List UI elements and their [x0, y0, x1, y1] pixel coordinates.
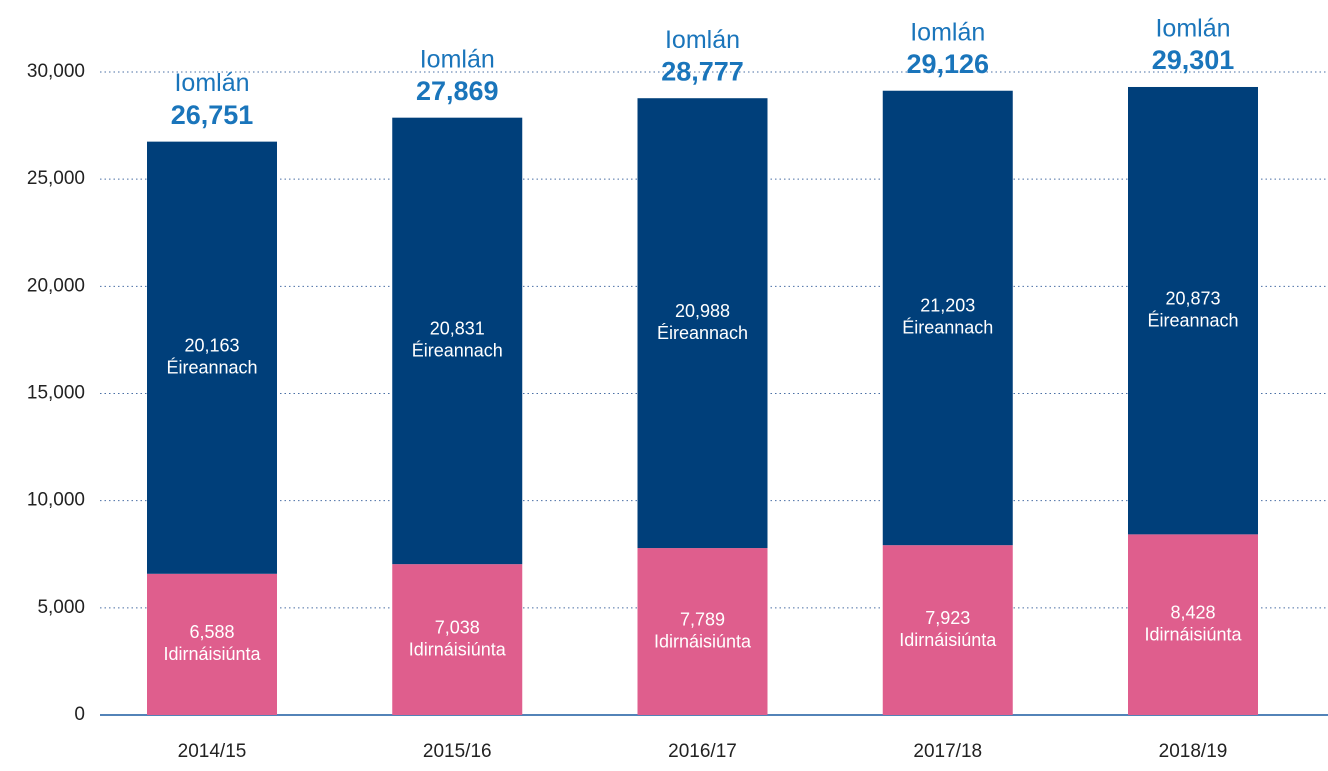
segment-name: Idirnáisiúnta — [654, 631, 752, 651]
y-tick-label: 0 — [74, 704, 85, 725]
total-label: 29,126 — [906, 49, 989, 79]
x-tick-label: 2018/19 — [1159, 741, 1228, 762]
value-label: 20,831 — [430, 319, 485, 339]
segment-name: Éireannach — [412, 341, 503, 361]
y-tick-label: 25,000 — [27, 168, 85, 189]
bar-segment — [637, 548, 768, 715]
x-tick-label: 2016/17 — [668, 741, 737, 762]
total-label: 26,751 — [171, 100, 254, 130]
total-label: 29,301 — [1152, 45, 1235, 75]
segment-name: Idirnáisiúnta — [1144, 624, 1242, 644]
value-label: 8,428 — [1170, 602, 1215, 622]
segment-name: Éireannach — [657, 323, 748, 343]
segment-name: Éireannach — [902, 318, 993, 338]
y-tick-label: 20,000 — [27, 275, 85, 296]
y-tick-label: 30,000 — [27, 61, 85, 82]
y-tick-label: 5,000 — [37, 597, 85, 618]
value-label: 21,203 — [920, 296, 975, 316]
x-tick-label: 2017/18 — [913, 741, 982, 762]
value-label: 7,789 — [680, 609, 725, 629]
x-tick-label: 2015/16 — [423, 741, 492, 762]
total-name: Iomlán — [665, 26, 740, 54]
total-label: 27,869 — [416, 76, 499, 106]
bar-segment — [1128, 86, 1258, 535]
segment-name: Éireannach — [166, 357, 257, 377]
value-label: 20,988 — [675, 301, 730, 321]
y-tick-label: 15,000 — [27, 383, 85, 404]
bar-segment — [882, 545, 1013, 715]
total-name: Iomlán — [910, 18, 985, 46]
segment-name: Idirnáisiúnta — [163, 644, 261, 664]
total-name: Iomlán — [174, 69, 249, 97]
segment-name: Éireannach — [1147, 310, 1238, 330]
value-label: 7,923 — [925, 608, 970, 628]
value-label: 20,873 — [1165, 288, 1220, 308]
total-label: 28,777 — [661, 56, 744, 86]
value-label: 7,038 — [435, 617, 480, 637]
bar-segment — [1128, 534, 1258, 715]
x-tick-label: 2014/15 — [178, 741, 247, 762]
segment-name: Idirnáisiúnta — [409, 639, 507, 659]
value-label: 6,588 — [189, 622, 234, 642]
bar-segment — [392, 117, 523, 565]
value-label: 20,163 — [184, 335, 239, 355]
bar-segment — [392, 564, 523, 715]
total-name: Iomlán — [1155, 15, 1230, 43]
segment-name: Idirnáisiúnta — [899, 630, 997, 650]
y-tick-label: 10,000 — [27, 490, 85, 511]
bar-segment — [637, 98, 768, 549]
bar-segment — [882, 90, 1013, 546]
total-name: Iomlán — [420, 45, 495, 73]
bar-segment — [147, 573, 277, 715]
bar-segment — [147, 141, 277, 574]
